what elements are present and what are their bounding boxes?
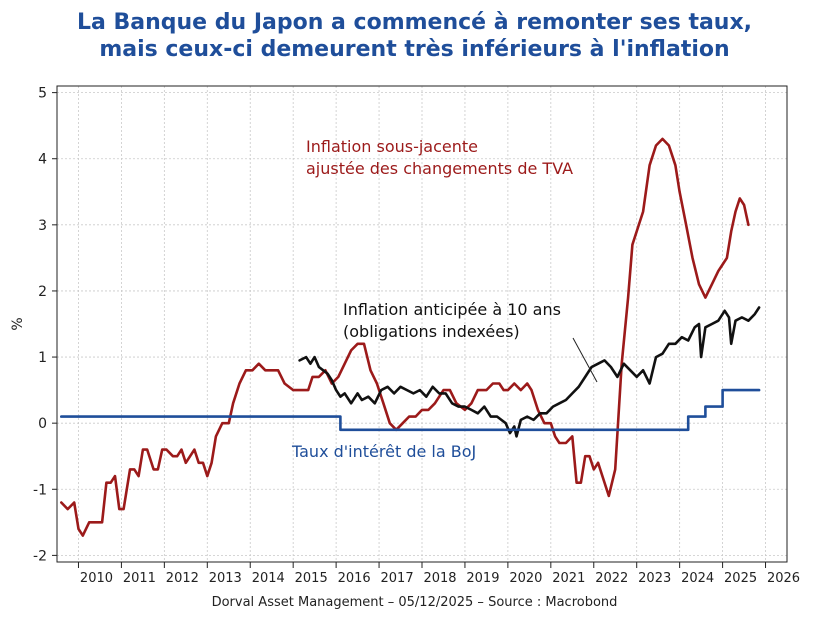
annotations: Inflation sous-jacente ajustée des change… <box>291 137 598 461</box>
x-tick-label: 2026 <box>767 571 800 586</box>
x-tick-label: 2018 <box>423 571 456 586</box>
chart-title-line-2: mais ceux-ci demeurent très inférieurs à… <box>99 37 730 62</box>
x-tick-label: 2013 <box>209 571 242 586</box>
footer-source: Dorval Asset Management – 05/12/2025 – S… <box>211 595 618 610</box>
x-tick-label: 2021 <box>552 571 585 586</box>
annotation-breakeven-line-1: (obligations indexées) <box>343 322 520 341</box>
x-tick-label: 2017 <box>381 571 414 586</box>
x-tick-label: 2014 <box>252 571 285 586</box>
x-tick-label: 2016 <box>338 571 371 586</box>
annotation-breakeven-line-0: Inflation anticipée à 10 ans <box>343 300 561 319</box>
y-tick-label: 1 <box>38 350 47 366</box>
x-tick-label: 2025 <box>724 571 757 586</box>
y-tick-label: 0 <box>38 416 47 432</box>
x-tick-label: 2020 <box>509 571 542 586</box>
y-tick-label: -2 <box>33 548 47 564</box>
annotation-boj-line-0: Taux d'intérêt de la BoJ <box>291 442 476 461</box>
series-line-0 <box>59 137 750 537</box>
x-tick-label: 2012 <box>166 571 199 586</box>
y-tick-label: 4 <box>38 152 47 168</box>
y-axis-label: % <box>10 317 26 330</box>
y-tick-label: 5 <box>38 86 47 102</box>
y-tick-label: -1 <box>33 482 47 498</box>
series-line-1 <box>298 306 761 438</box>
annotation-core-line-0: Inflation sous-jacente <box>306 137 478 156</box>
axes: -2 -1 0 1 2 3 4 5 2010 2011 2012 2013 2014 2015 2016 20… <box>10 86 800 586</box>
gridlines <box>57 86 787 562</box>
annotation-core-line-1: ajustée des changements de TVA <box>306 159 573 178</box>
x-tick-label: 2023 <box>638 571 671 586</box>
series-lines <box>59 137 761 537</box>
line-chart: -2 -1 0 1 2 3 4 5 2010 2011 2012 2013 2014 2015 2016 20… <box>10 85 800 586</box>
chart-title-line-1: La Banque du Japon a commencé à remonter… <box>76 10 753 35</box>
x-tick-label: 2010 <box>80 571 113 586</box>
x-tick-label: 2019 <box>466 571 499 586</box>
x-tick-label: 2011 <box>123 571 156 586</box>
x-tick-label: 2024 <box>681 571 714 586</box>
y-tick-label: 2 <box>38 284 47 300</box>
x-tick-label: 2015 <box>295 571 328 586</box>
breakeven-annotation-pointer <box>572 337 598 383</box>
series-line-2 <box>59 388 761 432</box>
y-tick-label: 3 <box>38 218 47 234</box>
x-tick-label: 2022 <box>595 571 628 586</box>
